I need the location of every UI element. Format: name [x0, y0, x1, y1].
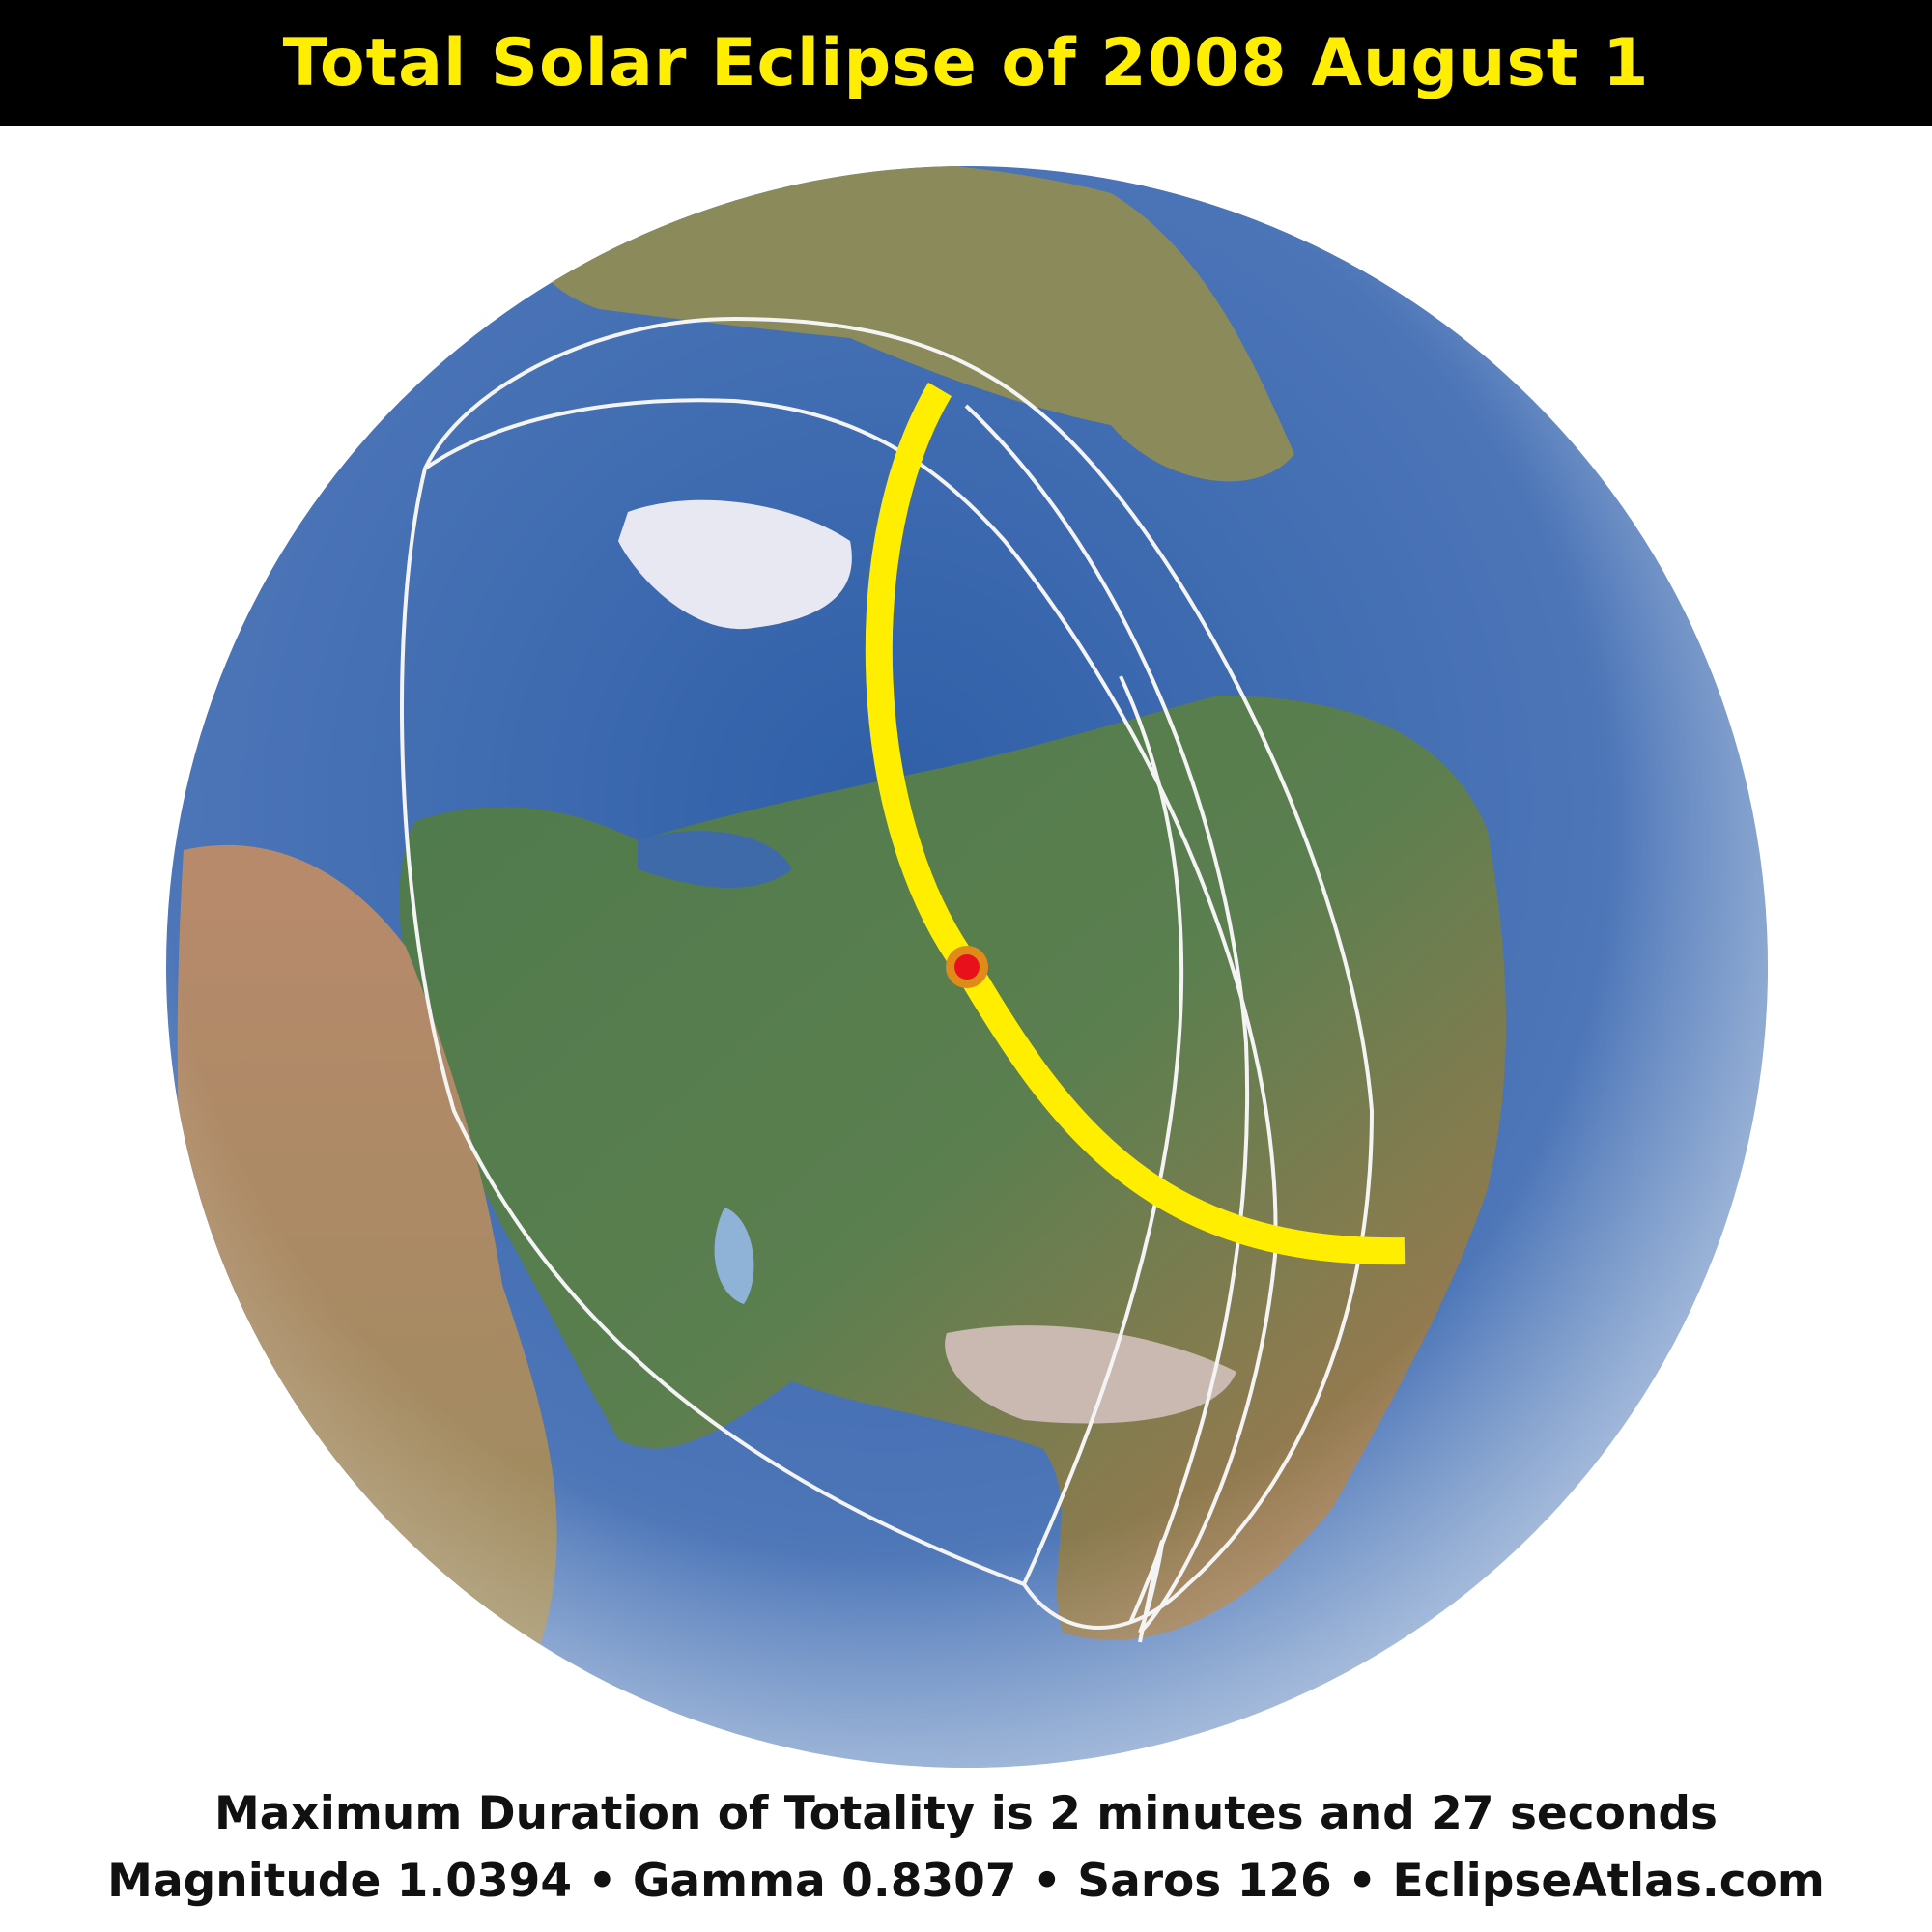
title-bar: Total Solar Eclipse of 2008 August 1 [0, 0, 1932, 126]
penumbra-limits [400, 316, 1375, 1643]
title: Total Solar Eclipse of 2008 August 1 [282, 24, 1650, 101]
greatest-eclipse-point [954, 954, 980, 980]
globe-map [166, 166, 1768, 1768]
footer-line: Magnitude 1.0394 • Gamma 0.8307 • Saros … [107, 1855, 1825, 1908]
footer-line: Maximum Duration of Totality is 2 minute… [213, 1787, 1719, 1840]
